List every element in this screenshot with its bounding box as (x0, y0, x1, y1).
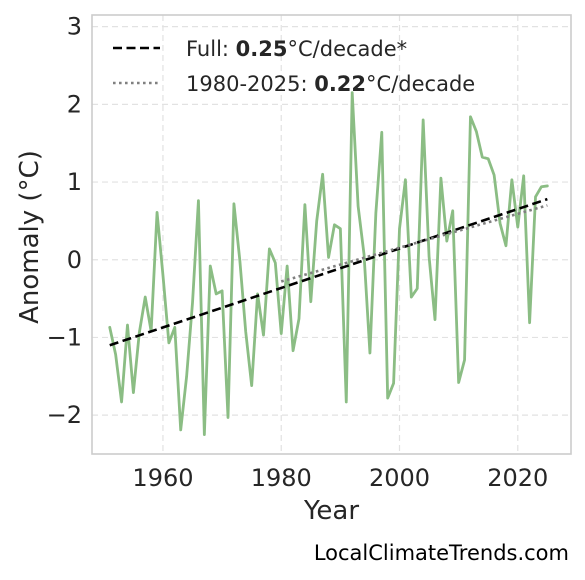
grid-lines (92, 15, 571, 454)
series-line-0 (108, 91, 549, 436)
x-axis-label: Year (303, 496, 359, 526)
y-tick-label-4: 2 (67, 90, 82, 118)
y-tick-label-2: 0 (67, 246, 82, 274)
legend-full-prefix: Full: (186, 37, 236, 61)
legend-full-suffix: °C/decade* (288, 37, 408, 61)
watermark-text: LocalClimateTrends.com (314, 541, 569, 565)
trend-line-dotted (280, 204, 548, 283)
y-axis-ticks: −2 −1 0 1 2 3 (47, 13, 82, 429)
data-series (108, 91, 549, 436)
y-tick-label-1: −1 (47, 323, 82, 351)
trend-line-dashed (109, 197, 548, 347)
plot-frame (91, 14, 572, 455)
x-axis-ticks: 1960 1980 2000 2020 (132, 464, 548, 492)
trend-lines (109, 197, 548, 347)
y-tick-label-3: 1 (67, 168, 82, 196)
legend-full-value: 0.25 (236, 37, 288, 61)
legend-recent-value: 0.22 (314, 72, 366, 96)
y-axis-label: Anomaly (°C) (15, 150, 45, 324)
y-tick-label-5: 3 (67, 13, 82, 41)
legend-recent-prefix: 1980-2025: (186, 72, 314, 96)
legend-recent-label: 1980-2025: 0.22°C/decade (186, 72, 475, 96)
x-tick-label-2000: 2000 (369, 464, 430, 492)
x-tick-label-1980: 1980 (251, 464, 312, 492)
x-tick-label-1960: 1960 (132, 464, 193, 492)
legend: Full: 0.25°C/decade* 1980-2025: 0.22°C/d… (113, 37, 475, 96)
x-tick-label-2020: 2020 (487, 464, 548, 492)
legend-full-label: Full: 0.25°C/decade* (186, 37, 407, 61)
legend-recent-suffix: °C/decade (366, 72, 475, 96)
y-tick-label-0: −2 (47, 401, 82, 429)
